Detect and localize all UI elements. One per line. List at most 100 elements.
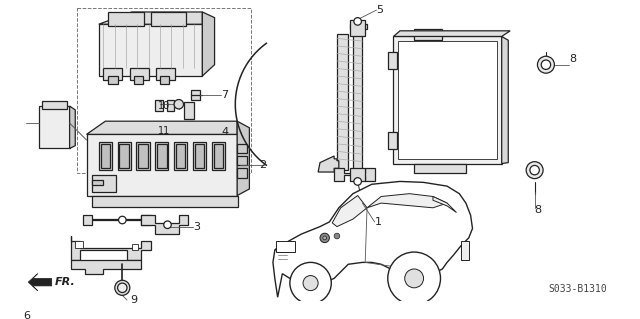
Bar — [237, 156, 246, 166]
Bar — [195, 144, 204, 168]
Circle shape — [388, 252, 440, 305]
Bar — [134, 76, 143, 84]
Bar — [414, 29, 442, 40]
Polygon shape — [394, 31, 510, 36]
Polygon shape — [334, 168, 374, 182]
Circle shape — [354, 178, 362, 185]
Polygon shape — [99, 12, 202, 24]
Bar — [108, 76, 118, 84]
Polygon shape — [350, 24, 367, 33]
Circle shape — [164, 221, 172, 228]
Circle shape — [320, 233, 330, 243]
Text: 1: 1 — [374, 217, 381, 227]
Bar — [156, 100, 163, 111]
Bar — [104, 69, 122, 80]
Circle shape — [526, 162, 543, 179]
Bar — [214, 144, 223, 168]
Bar — [92, 196, 238, 207]
Polygon shape — [70, 260, 141, 274]
Polygon shape — [70, 236, 150, 260]
Circle shape — [541, 60, 550, 70]
Bar — [193, 142, 206, 170]
Bar — [118, 142, 131, 170]
Text: S033-B1310: S033-B1310 — [548, 285, 607, 294]
Bar — [184, 102, 194, 119]
Circle shape — [323, 236, 326, 240]
Bar — [136, 142, 150, 170]
Text: 7: 7 — [221, 90, 228, 100]
Bar — [120, 144, 129, 168]
Bar — [138, 144, 148, 168]
Text: 10: 10 — [158, 101, 170, 111]
Bar — [108, 12, 144, 26]
Bar — [350, 19, 365, 36]
Polygon shape — [433, 197, 456, 212]
Bar — [237, 168, 246, 178]
Bar — [130, 69, 148, 80]
Circle shape — [404, 269, 424, 288]
Text: 8: 8 — [534, 205, 541, 215]
Circle shape — [290, 263, 332, 304]
Text: 2: 2 — [259, 160, 266, 170]
Circle shape — [118, 216, 126, 224]
Polygon shape — [92, 180, 104, 185]
Polygon shape — [141, 215, 188, 234]
Circle shape — [354, 18, 362, 25]
Polygon shape — [273, 182, 472, 297]
Bar — [394, 36, 502, 164]
Polygon shape — [332, 196, 367, 226]
Circle shape — [538, 56, 554, 73]
Polygon shape — [70, 106, 76, 148]
Bar — [398, 41, 497, 159]
Bar — [156, 142, 168, 170]
Bar — [99, 142, 112, 170]
Circle shape — [334, 233, 340, 239]
Bar — [388, 132, 397, 149]
Bar — [86, 134, 237, 196]
Bar — [100, 144, 110, 168]
Text: 4: 4 — [221, 128, 228, 137]
Bar — [388, 52, 397, 70]
Text: 3: 3 — [193, 222, 200, 232]
Text: 6: 6 — [24, 311, 31, 319]
Text: 8: 8 — [570, 54, 577, 64]
Bar — [237, 144, 246, 153]
Text: 9: 9 — [130, 295, 137, 305]
Bar — [276, 241, 294, 252]
Bar — [42, 101, 67, 109]
Bar — [132, 244, 138, 250]
Polygon shape — [202, 12, 214, 76]
Bar — [160, 76, 170, 84]
Bar — [414, 164, 466, 173]
Text: 5: 5 — [376, 5, 383, 15]
Polygon shape — [367, 194, 447, 208]
Bar — [176, 144, 186, 168]
Bar — [40, 106, 70, 148]
Polygon shape — [237, 121, 250, 196]
Bar — [166, 100, 174, 111]
Bar — [156, 69, 175, 80]
Polygon shape — [86, 121, 237, 134]
Bar — [212, 142, 225, 170]
Polygon shape — [28, 274, 52, 291]
Circle shape — [115, 280, 130, 295]
Bar — [99, 24, 202, 76]
Circle shape — [118, 283, 127, 293]
Polygon shape — [502, 36, 508, 164]
Polygon shape — [83, 215, 150, 225]
Bar — [353, 33, 362, 170]
Bar — [92, 175, 116, 192]
Text: 11: 11 — [158, 126, 170, 136]
Circle shape — [530, 166, 540, 175]
Polygon shape — [318, 156, 339, 172]
Bar — [461, 241, 468, 260]
Bar — [77, 8, 252, 173]
Bar — [350, 168, 365, 182]
Circle shape — [174, 100, 184, 109]
Bar — [174, 142, 188, 170]
Bar — [157, 144, 166, 168]
Text: FR.: FR. — [54, 277, 76, 287]
Circle shape — [303, 276, 318, 291]
Bar — [337, 33, 348, 170]
Bar — [191, 90, 200, 100]
